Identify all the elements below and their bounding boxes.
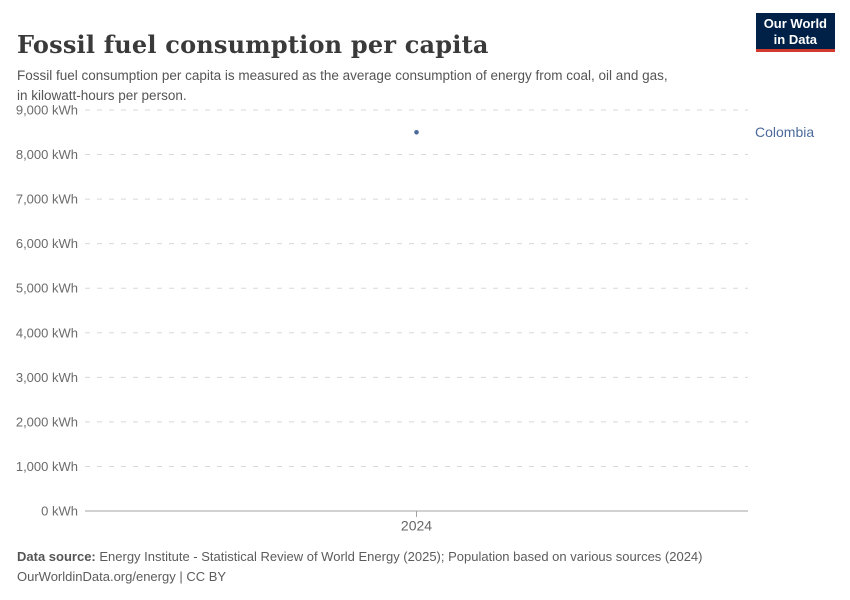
y-axis-tick-label: 0 kWh <box>41 504 78 519</box>
chart-subtitle: Fossil fuel consumption per capita is me… <box>17 66 757 106</box>
y-axis-tick-label: 8,000 kWh <box>16 147 78 162</box>
chart-footer: Data source: Energy Institute - Statisti… <box>17 547 817 587</box>
owid-logo-line1: Our World <box>763 16 827 31</box>
chart-subtitle-line1: Fossil fuel consumption per capita is me… <box>17 67 668 83</box>
y-axis-tick-label: 5,000 kWh <box>16 281 78 296</box>
y-axis-tick-label: 3,000 kWh <box>16 370 78 385</box>
data-source-text: Energy Institute - Statistical Review of… <box>95 549 703 564</box>
y-axis-tick-label: 4,000 kWh <box>16 325 78 340</box>
y-axis-tick-label: 2,000 kWh <box>16 414 78 429</box>
data-point-colombia[interactable] <box>414 129 419 135</box>
x-axis-tick-label: 2024 <box>401 518 432 534</box>
entity-label-colombia[interactable]: Colombia <box>755 124 814 140</box>
y-axis-tick-label: 1,000 kWh <box>16 459 78 474</box>
chart-subtitle-line2: in kilowatt-hours per person. <box>17 87 187 103</box>
y-axis-tick-label: 6,000 kWh <box>16 236 78 251</box>
data-source-line: Data source: Energy Institute - Statisti… <box>17 547 817 567</box>
owid-logo[interactable]: Our World in Data <box>755 13 835 52</box>
license-line: OurWorldinData.org/energy | CC BY <box>17 569 227 584</box>
page-title: Fossil fuel consumption per capita <box>17 30 489 60</box>
data-source-label: Data source: <box>17 549 96 564</box>
y-axis-tick-label: 9,000 kWh <box>16 103 78 118</box>
owid-logo-line2: in Data <box>773 31 818 47</box>
y-axis-tick-label: 7,000 kWh <box>16 192 78 207</box>
